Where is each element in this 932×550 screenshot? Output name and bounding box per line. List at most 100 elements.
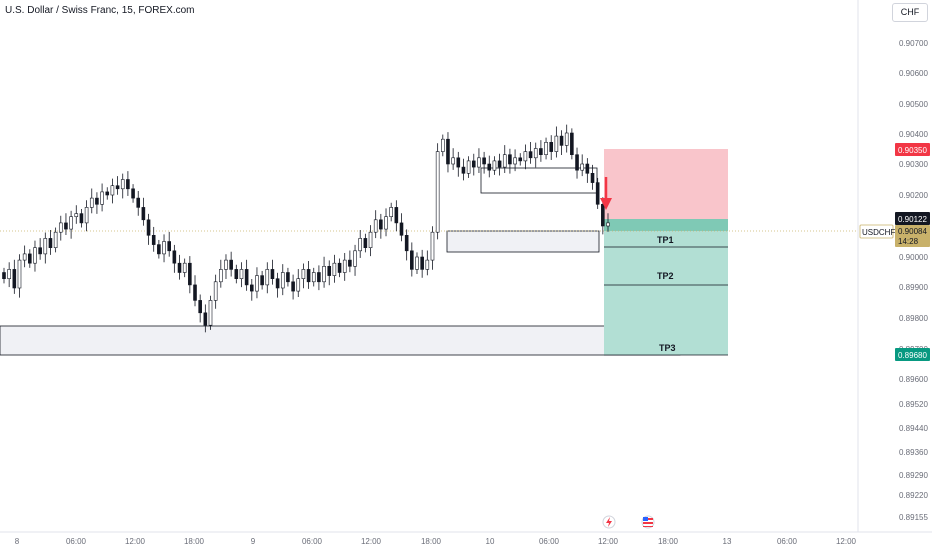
candle-body: [12, 269, 17, 289]
y-tick-label: 0.89900: [899, 283, 928, 292]
candle-body: [399, 222, 404, 236]
take-profit-zone[interactable]: [604, 231, 728, 355]
sell-arrow-icon[interactable]: [600, 177, 612, 210]
candle-body: [595, 182, 600, 205]
candle-body: [301, 269, 306, 279]
candle-body: [260, 275, 264, 286]
candle-body: [126, 179, 130, 190]
entry-price: 0.90122: [898, 215, 927, 224]
candle-body: [188, 262, 192, 286]
y-tick-label: 0.89220: [899, 491, 928, 500]
candle-body: [79, 213, 84, 224]
candle-body: [533, 148, 538, 159]
candle-body: [28, 253, 32, 264]
symbol-price-tag: USDCHF 0.90084 14:28: [859, 224, 930, 247]
candle-body: [177, 262, 182, 273]
tp1-label: TP1: [657, 235, 674, 245]
candle-body: [131, 188, 135, 199]
x-tick-label: 12:00: [598, 537, 619, 546]
y-tick-label: 0.90500: [899, 100, 928, 109]
candle-body: [234, 269, 239, 279]
x-tick-label: 8: [15, 537, 20, 546]
x-tick-label: 06:00: [302, 537, 323, 546]
stop-loss-price: 0.90350: [898, 146, 927, 155]
candle-body: [570, 132, 574, 156]
demand-zone-mid[interactable]: [446, 230, 600, 253]
candle-body: [466, 160, 471, 174]
candle-body: [105, 191, 110, 196]
demand-zone-large[interactable]: [0, 325, 681, 356]
candle-body: [48, 238, 53, 248]
candle-body: [435, 151, 440, 233]
candle-body: [497, 160, 502, 168]
candle-body: [544, 142, 548, 156]
candle-body: [353, 250, 357, 267]
tp2-label: TP2: [657, 271, 674, 281]
candle-body: [17, 259, 22, 289]
stop-loss-zone[interactable]: [604, 149, 728, 219]
x-tick-label: 06:00: [777, 537, 798, 546]
candle-body: [182, 262, 187, 273]
candle-body: [22, 253, 27, 261]
candle-body: [146, 219, 151, 236]
candle-body: [291, 281, 295, 292]
candle-body: [322, 265, 326, 283]
tp3-label: TP3: [659, 343, 676, 353]
bar-countdown: 14:28: [898, 237, 919, 246]
y-tick-label: 0.89155: [899, 513, 928, 522]
candle-body: [363, 238, 368, 248]
candle-body: [120, 179, 125, 190]
x-tick-label: 12:00: [836, 537, 857, 546]
candle-body: [441, 138, 445, 152]
candle-body: [337, 262, 342, 273]
candle-body: [502, 154, 507, 168]
candle-body: [384, 216, 388, 230]
candle-body: [508, 154, 512, 165]
x-tick-label: 18:00: [184, 537, 205, 546]
y-axis[interactable]: 0.90700 0.90600 0.90500 0.90400 0.90300 0.902…: [899, 39, 928, 522]
candle-body: [606, 222, 610, 227]
lightning-icon[interactable]: [602, 515, 616, 529]
candle-body: [373, 219, 378, 233]
y-tick-label: 0.89600: [899, 375, 928, 384]
target-price-tag: 0.89680: [895, 348, 930, 361]
candle-body: [446, 138, 450, 165]
candle-body: [229, 259, 233, 270]
current-price: 0.90084: [898, 227, 927, 236]
candle-body: [270, 269, 275, 279]
candle-body: [172, 250, 177, 264]
candle-body: [151, 235, 156, 245]
candle-body: [64, 222, 68, 230]
candle-body: [415, 256, 419, 270]
candle-body: [564, 132, 569, 146]
us-flag-icon[interactable]: [641, 515, 655, 529]
currency-button[interactable]: CHF: [892, 3, 928, 22]
candle-body: [482, 157, 486, 165]
candle-body: [157, 244, 161, 255]
candle-body: [348, 259, 352, 267]
candle-body: [327, 265, 332, 276]
candle-body: [456, 157, 461, 168]
candle-body: [249, 284, 254, 292]
x-axis[interactable]: 8 06:00 12:00 18:00 9 06:00 12:00 18:00 10 06:00 1…: [15, 537, 857, 546]
candle-body: [110, 185, 115, 196]
candle-body: [513, 157, 517, 165]
candle-body: [296, 278, 301, 292]
candle-body: [219, 269, 223, 283]
x-tick-label: 12:00: [125, 537, 146, 546]
candle-body: [580, 163, 584, 171]
y-tick-label: 0.90000: [899, 253, 928, 262]
candle-body: [518, 157, 523, 162]
x-tick-label: 18:00: [658, 537, 679, 546]
candle-body: [410, 250, 414, 270]
candle-body: [471, 160, 476, 168]
y-tick-label: 0.89800: [899, 314, 928, 323]
candle-body: [394, 207, 399, 224]
candle-body: [311, 272, 316, 283]
supply-box-small[interactable]: [480, 167, 598, 194]
y-tick-label: 0.90600: [899, 69, 928, 78]
candle-body: [430, 231, 435, 261]
candle-body: [141, 207, 146, 221]
candle-body: [95, 197, 99, 205]
